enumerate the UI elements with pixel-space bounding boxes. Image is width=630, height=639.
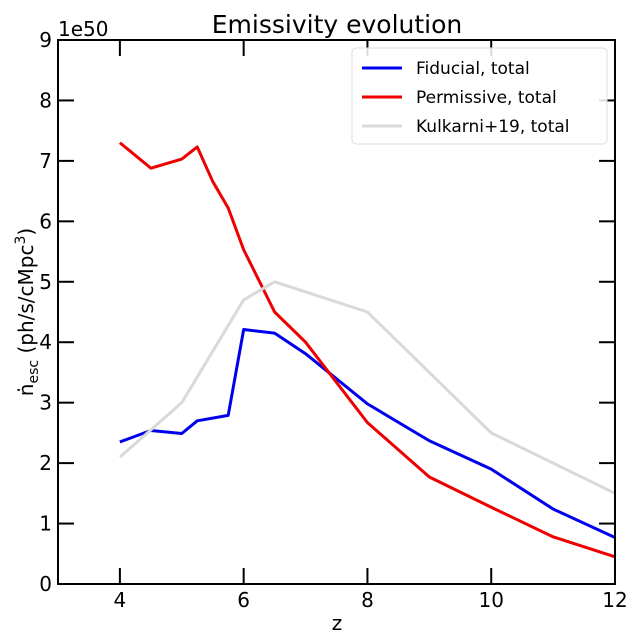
x-tick-label: 10: [478, 588, 503, 612]
y-label-sub: esc: [26, 360, 42, 384]
legend-label: Kulkarni+19, total: [416, 117, 570, 137]
x-axis-label: z: [332, 611, 343, 635]
y-label-main: ṅ: [14, 384, 38, 397]
legend-label: Permissive, total: [416, 88, 557, 108]
y-axis-label: ṅesc (ph/s/cMpc3): [13, 228, 42, 396]
legend-label: Fiducial, total: [416, 59, 530, 79]
y-tick-label: 0: [39, 572, 52, 596]
plot-frame: [57, 39, 616, 585]
data-line: [118, 141, 616, 559]
y-label-end: ): [14, 228, 38, 236]
y-label-middle: (ph/s/cMpc: [14, 245, 38, 360]
y-tick-label: 2: [39, 451, 52, 475]
x-tick-label: 6: [237, 588, 250, 612]
y-tick-label: 9: [39, 28, 52, 52]
legend-box: [351, 47, 608, 145]
chart-title: Emissivity evolution: [212, 10, 463, 39]
data-line: [118, 280, 616, 495]
x-tick-label: 8: [361, 588, 374, 612]
data-line: [119, 328, 616, 539]
x-tick-label: 12: [602, 588, 627, 612]
y-tick-label: 4: [39, 330, 52, 354]
y-tick-label: 5: [39, 270, 52, 294]
y-tick-label: 8: [39, 88, 52, 112]
y-tick-label: 6: [39, 209, 52, 233]
y-label-sup: 3: [13, 236, 29, 245]
offset-text: 1e50: [58, 17, 108, 41]
y-tick-label: 7: [39, 149, 52, 173]
y-tick-label: 3: [39, 391, 52, 415]
x-tick-label: 4: [114, 588, 127, 612]
y-tick-label: 1: [39, 512, 52, 536]
